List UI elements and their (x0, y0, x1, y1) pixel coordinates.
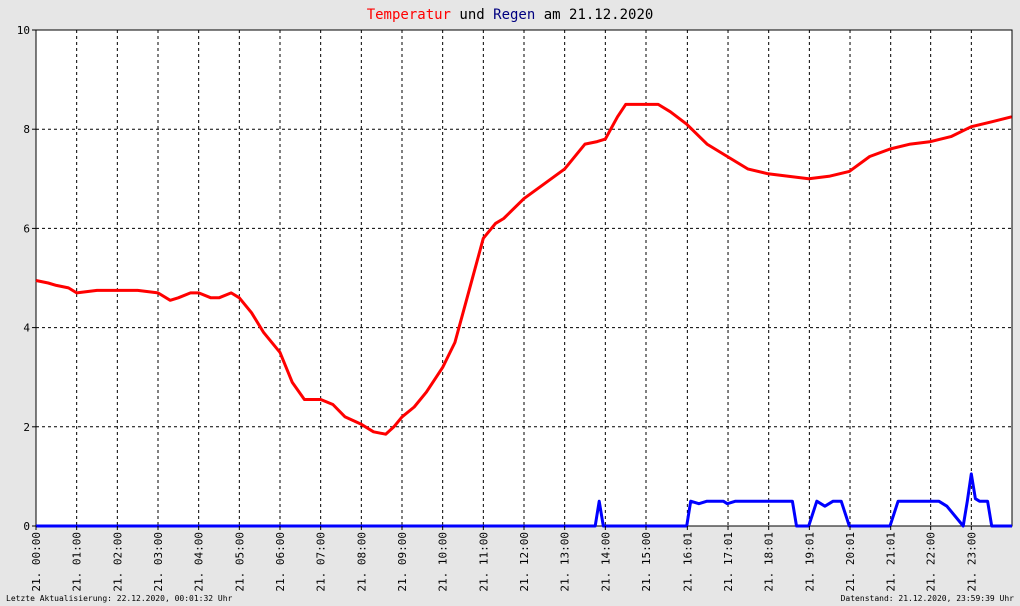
title-part-2: Regen (493, 7, 535, 23)
y-tick-label: 4 (23, 322, 30, 335)
x-tick-label: 21. 03:00 (152, 532, 165, 592)
chart-title: Temperatur und Regen am 21.12.2020 (367, 7, 654, 23)
y-tick-label: 6 (23, 222, 30, 235)
x-tick-label: 21. 08:00 (355, 532, 368, 592)
x-tick-label: 21. 13:00 (559, 532, 572, 592)
title-part-1: und (451, 7, 493, 23)
x-tick-label: 21. 17:01 (722, 532, 735, 592)
series-line-regen (36, 472, 1012, 528)
x-tick-label: 21. 01:00 (71, 532, 84, 592)
x-tick-label: 21. 05:00 (233, 532, 246, 592)
footer-last-update: Letzte Aktualisierung: 22.12.2020, 00:01… (6, 594, 233, 603)
x-tick-label: 21. 07:00 (315, 532, 328, 592)
x-tick-label: 21. 02:00 (111, 532, 124, 592)
x-tick-label: 21. 06:00 (274, 532, 287, 592)
x-tick-label: 21. 10:00 (437, 532, 450, 592)
y-tick-label: 2 (23, 421, 30, 434)
x-tick-label: 21. 11:00 (477, 532, 490, 592)
x-tick-label: 21. 21:01 (885, 532, 898, 592)
y-tick-label: 8 (23, 123, 30, 136)
y-tick-label: 10 (17, 24, 30, 37)
x-tick-label: 21. 22:00 (925, 532, 938, 592)
x-tick-label: 21. 18:01 (763, 532, 776, 592)
x-tick-label: 21. 04:00 (193, 532, 206, 592)
x-tick-label: 21. 20:01 (844, 532, 857, 592)
grid (36, 30, 1012, 526)
series (35, 102, 1012, 528)
x-tick-label: 21. 14:00 (599, 532, 612, 592)
title-part-0: Temperatur (367, 7, 451, 23)
series-regen (36, 472, 1012, 528)
x-tick-label: 21. 12:00 (518, 532, 531, 592)
footer-data-status: Datenstand: 21.12.2020, 23:59:39 Uhr (841, 594, 1015, 603)
x-tick-label: 21. 19:01 (803, 532, 816, 592)
title-part-3: am 21.12.2020 (535, 7, 653, 23)
series-temperatur (35, 102, 1012, 436)
x-tick-label: 21. 15:00 (640, 532, 653, 592)
y-tick-label: 0 (23, 520, 30, 533)
series-line-temperatur (35, 102, 1012, 436)
x-tick-label: 21. 09:00 (396, 532, 409, 592)
x-tick-label: 21. 00:00 (30, 532, 43, 592)
x-tick-label: 21. 23:00 (965, 532, 978, 592)
x-tick-label: 21. 16:01 (681, 532, 694, 592)
axes: 0 2 4 6 8 10 21. 00:00 21. 01:00 21. 02:00 21. 03… (17, 24, 979, 592)
